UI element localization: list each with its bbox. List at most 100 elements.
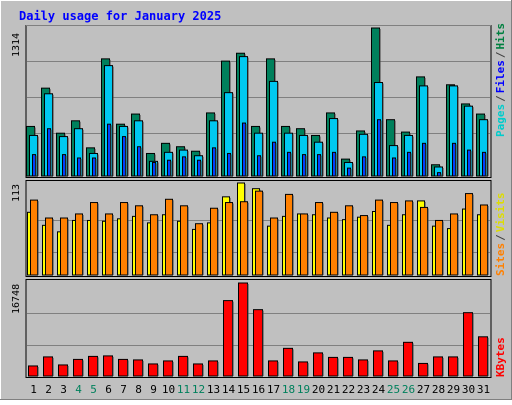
bar-pages <box>77 157 81 177</box>
legend-mid: Sites/Visits <box>494 193 507 277</box>
bar-sites <box>300 213 308 276</box>
bars-hits-files-pages <box>26 27 489 177</box>
day-label: 10 <box>162 383 175 396</box>
bar-sites <box>255 190 263 276</box>
bar-kbytes <box>478 336 488 377</box>
day-label: 20 <box>312 383 325 396</box>
bar-pages <box>122 136 126 177</box>
day-labels: 1 2 3 4 5 6 7 8 9 10 11 12 13 14 15 16 17 18 19 20 21 22 23 24 2… <box>30 383 490 396</box>
bar-pages <box>287 151 291 177</box>
bar-pages <box>392 157 396 177</box>
bar-kbytes <box>373 350 383 377</box>
bar-kbytes <box>58 364 68 377</box>
bar-pages <box>302 154 306 177</box>
day-label: 19 <box>297 383 310 396</box>
legend-files: Files <box>494 60 507 93</box>
bar-sites <box>405 200 413 276</box>
day-label: 8 <box>135 383 142 396</box>
day-label: 24 <box>372 383 386 396</box>
day-label: 17 <box>267 383 280 396</box>
day-label: 18 <box>282 383 295 396</box>
day-label: 31 <box>477 383 490 396</box>
bar-pages <box>332 151 336 177</box>
bar-pages <box>137 146 141 177</box>
day-label: 22 <box>342 383 355 396</box>
svg-text:Pages/Files/Hits: Pages/Files/Hits <box>494 23 507 137</box>
bar-kbytes <box>253 309 263 377</box>
bar-sites <box>135 205 143 276</box>
day-label: 3 <box>60 383 67 396</box>
bar-sites <box>450 213 458 276</box>
day-label: 28 <box>432 383 445 396</box>
day-label: 26 <box>402 383 415 396</box>
bar-sites <box>240 201 248 276</box>
bar-kbytes <box>358 359 368 377</box>
day-label: 11 <box>177 383 190 396</box>
bar-pages <box>362 156 366 177</box>
bar-pages <box>272 141 276 177</box>
bar-pages <box>62 154 66 177</box>
bar-kbytes <box>463 312 473 377</box>
day-label: 6 <box>105 383 112 396</box>
legend-top: Pages/Files/Hits <box>494 23 507 137</box>
legend-pages: Pages <box>494 104 507 137</box>
day-label: 9 <box>150 383 157 396</box>
bar-kbytes <box>88 355 98 377</box>
bar-kbytes <box>43 356 53 377</box>
bar-pages <box>32 154 36 177</box>
bar-sites <box>480 204 488 276</box>
bar-pages <box>212 147 216 177</box>
bar-kbytes <box>163 360 173 377</box>
day-label: 16 <box>252 383 265 396</box>
bar-kbytes <box>388 360 398 377</box>
day-label: 23 <box>357 383 370 396</box>
legend-bot: KBytes <box>494 337 507 377</box>
bar-kbytes <box>403 341 413 377</box>
bar-sites <box>315 202 323 276</box>
bar-sites <box>375 199 383 276</box>
bar-pages <box>47 128 51 177</box>
bars-sites-visits <box>27 182 489 276</box>
bars-kbytes <box>28 282 489 377</box>
day-label: 13 <box>207 383 220 396</box>
bar-pages <box>227 152 231 177</box>
day-label: 25 <box>387 383 400 396</box>
day-label: 30 <box>462 383 475 396</box>
bar-kbytes <box>103 355 113 377</box>
bar-pages <box>242 122 246 177</box>
ymax-label-visits: 113 <box>11 184 22 202</box>
bar-pages <box>407 151 411 177</box>
bar-pages <box>167 159 171 177</box>
bar-kbytes <box>268 360 278 377</box>
bar-pages <box>377 119 381 177</box>
bar-pages <box>467 149 471 177</box>
bar-pages <box>197 159 201 177</box>
day-label: 12 <box>192 383 205 396</box>
bar-sites <box>75 213 83 276</box>
bar-sites <box>165 198 173 276</box>
bar-pages <box>152 161 156 177</box>
bar-pages <box>317 154 321 177</box>
bar-pages <box>452 142 456 177</box>
day-label: 5 <box>90 383 97 396</box>
bar-kbytes <box>313 352 323 377</box>
ymax-label-kbytes: 16748 <box>11 284 22 314</box>
day-label: 14 <box>222 383 236 396</box>
bar-sites <box>420 206 428 276</box>
bar-kbytes <box>178 355 188 377</box>
bar-kbytes <box>238 282 248 377</box>
bar-sites <box>225 202 233 276</box>
bar-sites <box>285 193 293 276</box>
bar-kbytes <box>73 358 83 377</box>
bar-sites <box>150 214 158 276</box>
legend-sites: Sites <box>494 243 507 276</box>
ymax-label-hits: 1314 <box>11 33 22 57</box>
legend-visits: Visits <box>494 193 507 233</box>
bar-kbytes <box>28 365 38 377</box>
bar-sites <box>345 205 353 276</box>
bar-pages <box>107 123 111 177</box>
chart-title: Daily usage for January 2025 <box>19 9 221 23</box>
bar-pages <box>482 151 486 177</box>
